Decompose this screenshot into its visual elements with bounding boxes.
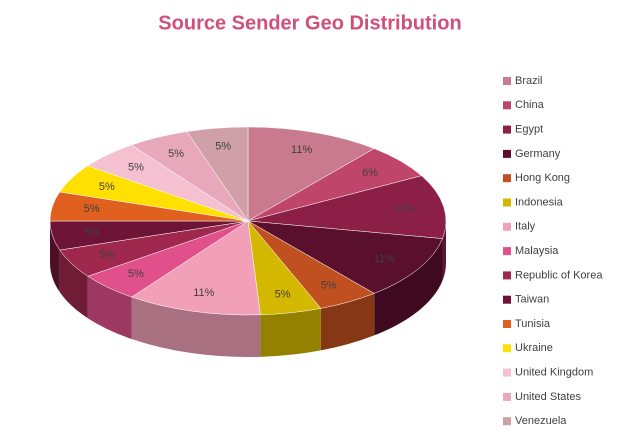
legend-label: Indonesia — [515, 196, 564, 208]
legend-label: Taiwan — [515, 294, 549, 306]
data-label: 5% — [168, 148, 184, 160]
legend-swatch — [503, 368, 511, 377]
pie: 11% 6% 11% 11% 5% 5% 11% 5% 5% 5% 5% 5% 5% 5% 5% — [49, 126, 447, 358]
legend-label: Ukraine — [515, 342, 553, 354]
data-label: 6% — [362, 167, 378, 179]
data-label: 5% — [84, 227, 100, 239]
data-label: 11% — [394, 203, 415, 215]
legend-swatch — [503, 174, 511, 183]
legend-label: China — [515, 99, 545, 111]
data-label: 5% — [275, 288, 291, 300]
slice — [247, 220, 443, 294]
legend-label: Italy — [515, 221, 536, 233]
legend-swatch — [503, 101, 511, 110]
legend-swatch — [503, 247, 511, 256]
slice-side — [87, 276, 132, 340]
slice-side — [442, 221, 447, 281]
data-label: 11% — [374, 253, 395, 265]
legend-label: Venezuela — [515, 415, 567, 427]
legend-label: United Kingdom — [515, 367, 593, 379]
legend-swatch — [503, 271, 511, 280]
data-label: 5% — [215, 141, 231, 153]
slice-side — [131, 297, 261, 358]
data-label: 5% — [128, 268, 144, 280]
legend-swatch — [503, 222, 511, 231]
slice-side — [260, 308, 321, 357]
data-label: 11% — [291, 144, 312, 156]
data-label: 5% — [84, 203, 100, 215]
slice — [247, 175, 447, 239]
legend-swatch — [503, 149, 511, 158]
slice — [186, 126, 249, 222]
slice — [247, 126, 375, 222]
slice — [131, 220, 261, 316]
legend-swatch — [503, 77, 511, 85]
legend-label: Germany — [515, 148, 561, 160]
legend-swatch — [503, 320, 511, 328]
data-label: 11% — [193, 287, 214, 299]
legend-swatch — [503, 295, 511, 304]
slice-side — [59, 250, 88, 319]
data-label: 5% — [321, 280, 337, 292]
legend-swatch — [503, 417, 511, 426]
data-label: 5% — [99, 181, 115, 193]
data-label: 5% — [99, 249, 115, 261]
legend: Brazil China Egypt Germany Hong Kong Indonesi… — [503, 75, 603, 427]
legend-label: Tunisia — [515, 318, 551, 330]
legend-swatch — [503, 344, 511, 353]
legend-label: Brazil — [515, 75, 543, 87]
legend-label: Malaysia — [515, 245, 559, 257]
chart-title: Source Sender Geo Distribution — [158, 12, 461, 34]
legend-label: Egypt — [515, 124, 543, 136]
slice-side — [50, 221, 60, 293]
legend-swatch — [503, 125, 511, 134]
legend-swatch — [503, 198, 511, 207]
legend-swatch — [503, 392, 511, 401]
data-label: 5% — [128, 162, 144, 174]
legend-label: Hong Kong — [515, 172, 570, 184]
slice-side — [320, 293, 375, 351]
legend-label: Republic of Korea — [515, 269, 603, 281]
legend-label: United States — [515, 391, 582, 403]
